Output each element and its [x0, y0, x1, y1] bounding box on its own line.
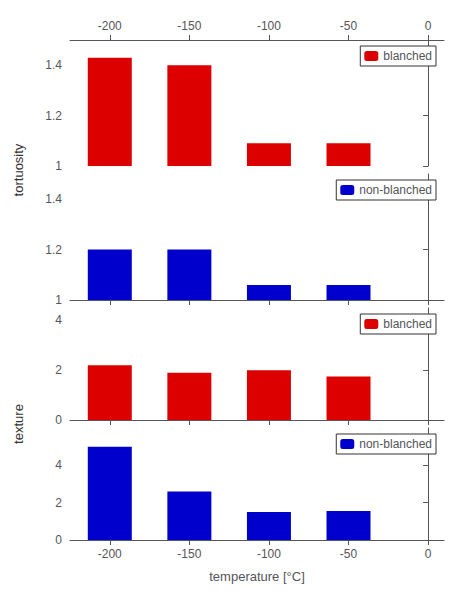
svg-text:4: 4 [55, 458, 62, 472]
svg-text:1: 1 [55, 293, 62, 307]
svg-text:1.2: 1.2 [45, 243, 62, 257]
svg-text:1.2: 1.2 [45, 109, 62, 123]
svg-text:-150: -150 [177, 547, 201, 561]
svg-text:texture: texture [11, 404, 26, 444]
svg-text:1.4: 1.4 [45, 192, 62, 206]
svg-text:blanched: blanched [383, 49, 432, 63]
svg-text:-100: -100 [257, 547, 281, 561]
svg-text:-100: -100 [257, 19, 281, 33]
svg-text:tortuosity: tortuosity [11, 143, 26, 196]
svg-text:1: 1 [55, 159, 62, 173]
svg-text:blanched: blanched [383, 317, 432, 331]
svg-text:temperature [°C]: temperature [°C] [209, 569, 305, 584]
svg-text:2: 2 [55, 496, 62, 510]
svg-text:-200: -200 [98, 19, 122, 33]
svg-text:non-blanched: non-blanched [359, 183, 432, 197]
svg-text:-200: -200 [98, 547, 122, 561]
svg-text:0: 0 [425, 19, 432, 33]
svg-text:-50: -50 [340, 19, 358, 33]
svg-text:-150: -150 [177, 19, 201, 33]
svg-text:4: 4 [55, 313, 62, 327]
svg-text:-50: -50 [340, 547, 358, 561]
svg-text:0: 0 [55, 413, 62, 427]
svg-text:2: 2 [55, 363, 62, 377]
svg-text:0: 0 [425, 547, 432, 561]
svg-text:non-blanched: non-blanched [359, 437, 432, 451]
svg-text:1.4: 1.4 [45, 58, 62, 72]
svg-text:0: 0 [55, 533, 62, 547]
